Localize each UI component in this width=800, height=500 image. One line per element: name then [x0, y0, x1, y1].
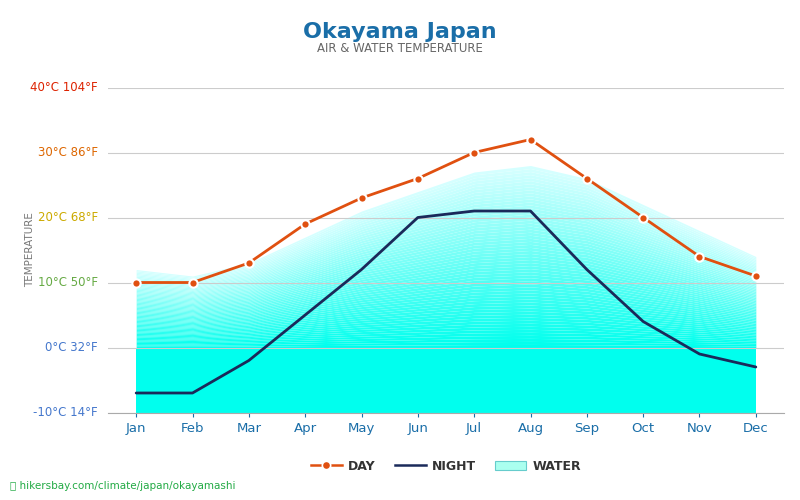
Text: AIR & WATER TEMPERATURE: AIR & WATER TEMPERATURE	[317, 42, 483, 56]
Legend: DAY, NIGHT, WATER: DAY, NIGHT, WATER	[306, 455, 586, 478]
Text: 📍 hikersbay.com/climate/japan/okayamashi: 📍 hikersbay.com/climate/japan/okayamashi	[10, 481, 236, 491]
Text: 40°C 104°F: 40°C 104°F	[30, 81, 98, 94]
Text: -10°C 14°F: -10°C 14°F	[34, 406, 98, 419]
Text: TEMPERATURE: TEMPERATURE	[26, 212, 35, 288]
Text: Okayama Japan: Okayama Japan	[303, 22, 497, 42]
Text: 20°C 68°F: 20°C 68°F	[38, 211, 98, 224]
Text: 0°C 32°F: 0°C 32°F	[46, 341, 98, 354]
Text: 10°C 50°F: 10°C 50°F	[38, 276, 98, 289]
Text: 30°C 86°F: 30°C 86°F	[38, 146, 98, 159]
